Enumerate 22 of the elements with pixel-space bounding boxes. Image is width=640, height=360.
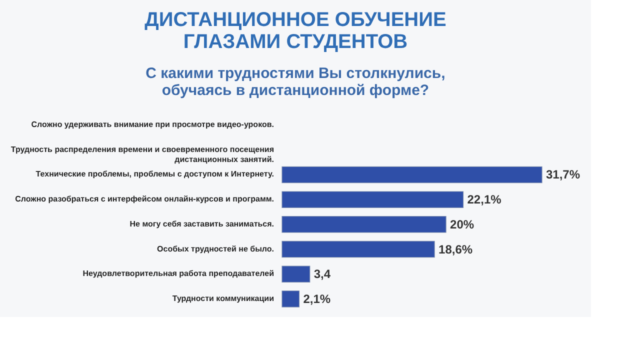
chart-subtitle: С какими трудностями Вы столкнулись, обучаясь в дистанционной форме? bbox=[146, 65, 446, 99]
data-label: 22,1% bbox=[467, 192, 502, 207]
bar bbox=[282, 240, 435, 258]
y-tick-label: Сложно удерживать внимание при просмотре видео-уроков. bbox=[31, 120, 274, 130]
bar bbox=[282, 191, 464, 208]
bar bbox=[282, 290, 300, 308]
y-tick-label: Особых трудностей не было. bbox=[157, 244, 274, 254]
chart-title: ДИСТАНЦИОННОЕ ОБУЧЕНИЕ ГЛАЗАМИ СТУДЕНТОВ bbox=[144, 9, 446, 53]
data-label: 31,7% bbox=[546, 168, 580, 182]
y-tick-label: Не могу себя заставить заниматься. bbox=[130, 219, 274, 228]
y-tick-label: Сложно разобраться с интерфейсом онлайн-курсов и программ. bbox=[15, 194, 274, 204]
data-label: 2,1% bbox=[303, 292, 331, 306]
data-label: 18,6% bbox=[438, 242, 473, 256]
data-label: 3,4 bbox=[314, 267, 331, 282]
data-label: 20% bbox=[450, 217, 474, 232]
bar bbox=[282, 216, 446, 233]
y-tick-label: Турдности коммуникации bbox=[172, 294, 274, 303]
y-tick-label: Трудность распределения времени и своевременного посещения дистанционных занятий. bbox=[10, 144, 274, 164]
bar bbox=[282, 266, 310, 282]
bar bbox=[282, 166, 542, 184]
y-tick-label: Неудовлетворительная работа преподавателей bbox=[82, 269, 274, 278]
y-tick-label: Технические проблемы, проблемы с доступом к Интернету. bbox=[36, 170, 274, 179]
